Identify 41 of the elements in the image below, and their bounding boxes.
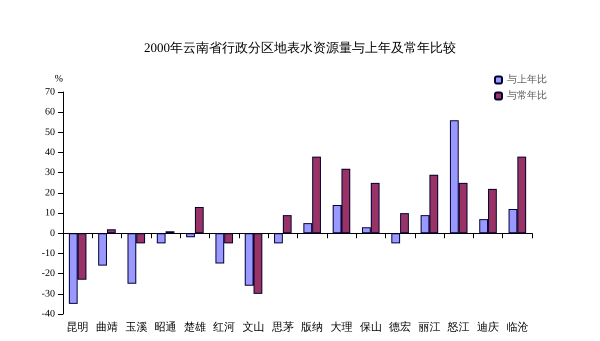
x-tick-label: 思茅 — [270, 320, 294, 334]
x-tick-label: 玉溪 — [125, 322, 148, 334]
bar — [106, 229, 116, 234]
y-tick-label: 20 — [45, 187, 55, 198]
bar — [186, 233, 195, 238]
x-tick-label: 德宏 — [389, 320, 412, 334]
legend-label: 与常年比 — [507, 90, 547, 102]
bar — [274, 233, 283, 244]
y-tick-label: -10 — [42, 248, 55, 259]
y-tick-label: 0 — [50, 228, 55, 239]
x-tick-label: 红河 — [213, 322, 236, 334]
bar — [391, 233, 400, 244]
bar — [282, 215, 292, 234]
y-tick-label: -30 — [42, 288, 55, 300]
bar — [156, 233, 166, 244]
y-tick-label: 50 — [45, 126, 55, 138]
y-tick-label: 10 — [45, 208, 55, 219]
y-tick-label: -20 — [42, 268, 55, 280]
x-tick-label: 保山 — [360, 320, 382, 334]
x-tick-label: 临沧 — [506, 322, 528, 334]
x-tick-label: 楚雄 — [184, 320, 206, 334]
x-tick-label: 大理 — [330, 320, 352, 334]
legend-label: 与上年比 — [507, 74, 547, 86]
y-tick-label: 30 — [45, 167, 55, 178]
bar — [194, 207, 204, 234]
x-tick-label: 曲靖 — [96, 320, 118, 334]
y-tick-label: -40 — [42, 308, 55, 320]
x-tick-label: 文山 — [242, 320, 265, 334]
y-tick-label: 60 — [45, 106, 55, 118]
bar — [98, 233, 107, 266]
x-tick-label: 怒江 — [446, 322, 470, 334]
x-tick-label: 丽江 — [418, 322, 440, 334]
bar — [400, 213, 409, 234]
x-tick-label: 迪庆 — [477, 320, 500, 334]
x-tick-label: 版纳 — [301, 322, 324, 334]
x-tick-label: 昆明 — [66, 322, 89, 334]
x-tick-label: 昭通 — [154, 320, 177, 334]
y-tick-label: 70 — [45, 86, 55, 98]
y-axis-title: % — [54, 74, 63, 84]
y-tick-label: 40 — [45, 147, 55, 158]
chart-title: 2000年云南省行政分区地表水资源量与上年及常年比较 — [144, 40, 456, 55]
